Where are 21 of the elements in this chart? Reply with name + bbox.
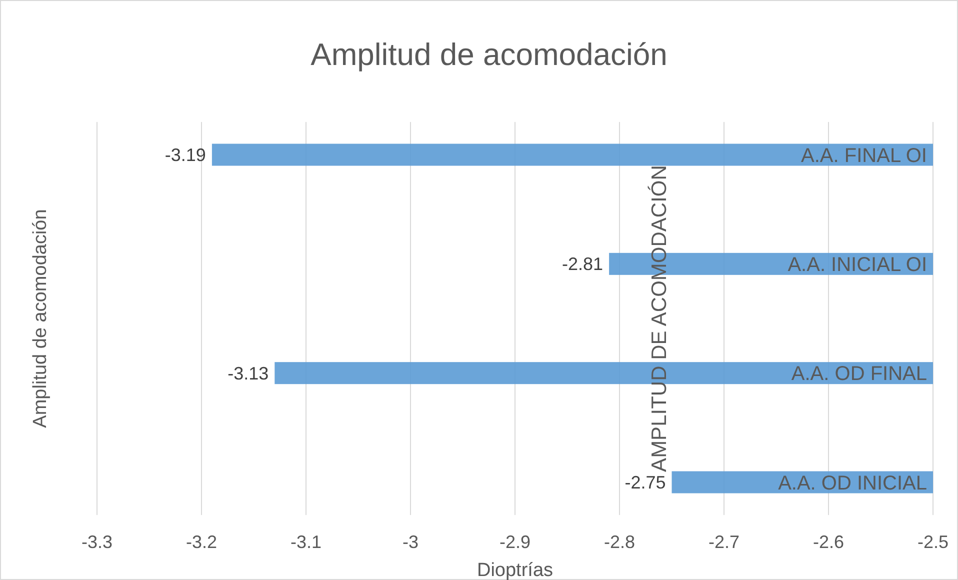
x-tick-label: -3.1 [290,532,322,552]
data-label: -2.81 [562,254,604,274]
data-label: -2.75 [624,472,666,493]
x-tick-label: -2.6 [812,532,844,552]
x-axis-title: Dioptrías [476,560,554,580]
data-label: -3.13 [228,363,269,384]
y-tick-label: A.A. OD FINAL [791,363,927,386]
x-tick-label: -2.9 [499,532,531,552]
x-tick-label: -3.3 [81,532,113,552]
y-tick-label: A.A. FINAL OI [801,144,927,167]
chart-title: Amplitud de acomodación [310,37,668,72]
data-label: -3.19 [164,145,206,166]
x-tick-label: -2.5 [917,532,949,552]
x-tick-label: -2.8 [604,532,636,552]
x-tick-label: -2.7 [708,532,740,552]
x-tick-label: -3.2 [186,532,218,552]
y-tick-label: A.A. INICIAL OI [788,254,927,276]
y2-axis-title: AMPLITUD DE ACOMODACIÓN [647,165,671,472]
x-tick-label: -3 [402,532,419,552]
y-axis-title: Amplitud de acomodación [30,209,51,428]
y-tick-label: A.A. OD INICIAL [778,472,927,494]
